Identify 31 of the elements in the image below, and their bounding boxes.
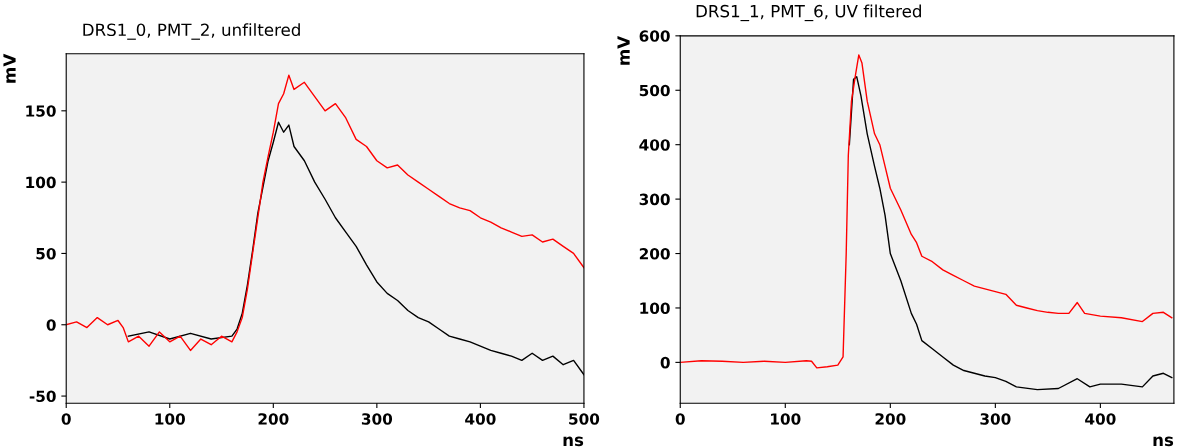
y-tick-label: -50 <box>29 390 56 403</box>
x-tick-label: 500 <box>569 413 600 425</box>
x-tick-label: 300 <box>980 413 1011 425</box>
x-axis-title: ns <box>563 436 584 447</box>
y-axis-title: mV <box>3 53 16 83</box>
x-tick-label: 100 <box>155 413 185 425</box>
x-axis-title: ns <box>1153 436 1174 447</box>
line-series <box>680 54 1173 369</box>
y-tick-label: 300 <box>639 193 670 206</box>
x-tick-label: 400 <box>465 413 496 425</box>
x-tick-label: 300 <box>361 413 393 425</box>
y-axis-title: mV <box>617 35 630 65</box>
y-tick-label: 400 <box>639 139 670 151</box>
y-tick-label: 200 <box>639 248 670 260</box>
x-tick-label: 400 <box>1085 413 1116 425</box>
x-tick-label: 200 <box>875 413 906 425</box>
x-tick-label: 0 <box>61 413 71 425</box>
y-tick-label: 600 <box>639 30 670 42</box>
y-tick-label: 500 <box>639 84 670 97</box>
y-tick-label: 0 <box>46 319 56 331</box>
line-series <box>66 74 584 352</box>
x-tick-label: 200 <box>258 413 289 425</box>
y-tick-label: 0 <box>660 356 670 369</box>
chart-title: DRS1_0, PMT_2, unfiltered <box>83 23 300 40</box>
x-tick-label: 100 <box>771 413 801 425</box>
x-tick-label: 0 <box>675 413 685 425</box>
y-tick-label: 150 <box>26 105 56 117</box>
chart-title: DRS1_1, PMT_6, UV filtered <box>696 4 921 22</box>
y-tick-label: 100 <box>26 176 56 189</box>
y-tick-label: 50 <box>36 247 56 260</box>
y-tick-label: 100 <box>640 302 670 314</box>
